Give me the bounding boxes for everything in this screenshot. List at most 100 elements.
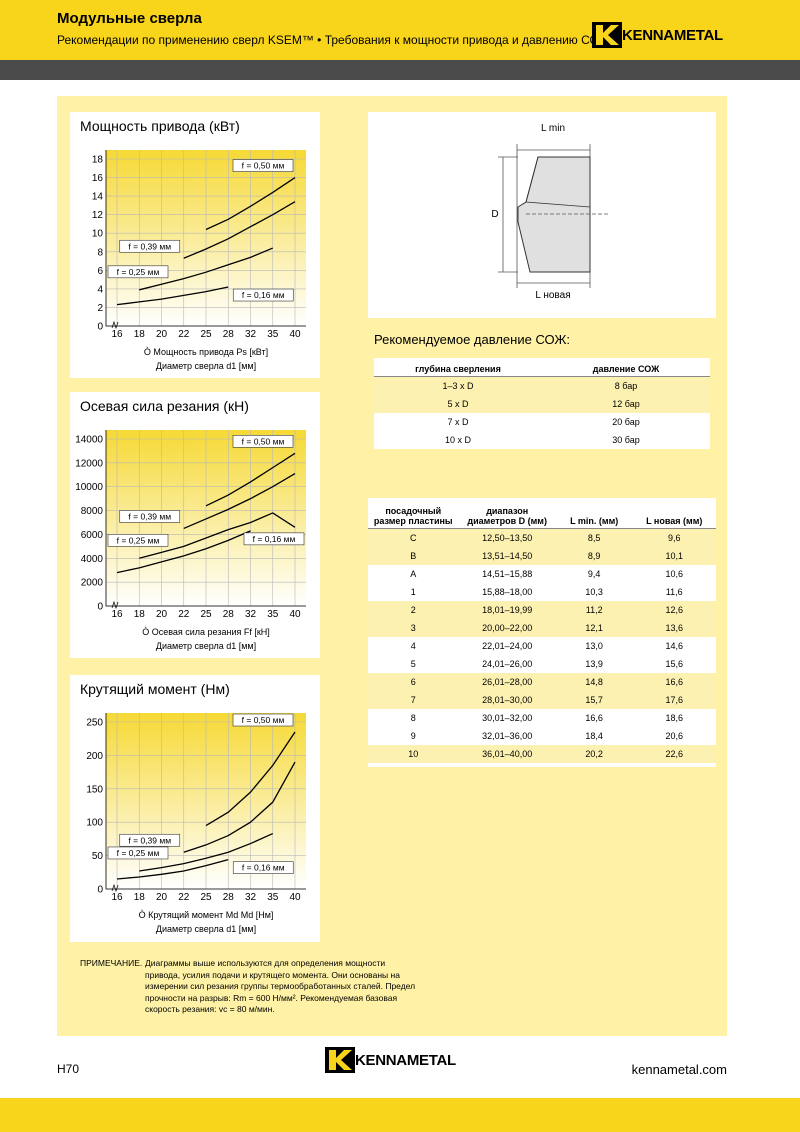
y-tick-label: 14000 <box>75 435 103 446</box>
cell: 32,01–36,00 <box>482 731 533 741</box>
cell: 12,6 <box>632 601 716 619</box>
chart: 16 18 20 22 25 28 32 35 40 0 2 4 6 8 10 12 14 16 18 f = 0,5… <box>92 150 306 371</box>
legend-label: f = 0,50 мм <box>242 436 285 446</box>
y-tick-label: 200 <box>86 751 103 762</box>
legend-box <box>119 833 181 847</box>
header-subtitle: Рекомендации по применению сверл KSEM™ •… <box>57 33 610 47</box>
y-tick-label: 8 <box>97 247 103 258</box>
x-tick-label: 35 <box>267 892 279 903</box>
y-tick-label: 0 <box>97 602 103 613</box>
header-cell: L новая (мм) <box>632 504 716 529</box>
cell: 15,88–18,00 <box>482 587 533 597</box>
x-tick-label: 35 <box>267 609 279 620</box>
cell: 9,6 <box>632 528 716 547</box>
cell: 14,51–15,88 <box>482 569 533 579</box>
chart-box: Осевая сила резания (кН) 16 18 20 22 25 28 32 35… <box>70 392 320 658</box>
series-line <box>116 858 229 880</box>
row: 2 18,01–19,99 11,2 12,6 <box>368 601 716 619</box>
cell: 10 <box>368 745 459 763</box>
legend-box <box>232 435 294 448</box>
header-cell: посадочный размер пластины <box>368 504 459 529</box>
x-tick-label: 25 <box>200 892 212 903</box>
series-line <box>183 201 296 259</box>
dim-label: L новая <box>535 290 570 301</box>
cell: 13,51–14,50 <box>458 547 556 565</box>
legend-box <box>119 510 181 523</box>
legend-label: f = 0,16 мм <box>242 290 285 300</box>
header-cell: L min. (мм) <box>555 504 633 529</box>
row: 8 30,01–32,00 16,6 18,6 <box>368 709 716 727</box>
chart-caption: Ò Мощность привода Ps [кВт] <box>144 347 268 357</box>
y-tick-label: 18 <box>92 155 104 166</box>
legend-entry: f = 0,16 мм <box>232 288 294 302</box>
cell: 8,5 <box>555 528 633 547</box>
cell: 11,6 <box>665 587 683 597</box>
series-line <box>116 286 229 306</box>
x-tick-label: 35 <box>267 329 279 340</box>
y-tick-label: 16 <box>92 173 104 184</box>
y-tick-label: 0 <box>97 322 103 333</box>
legend-label: f = 0,39 мм <box>128 241 171 251</box>
cell: 13,0 <box>585 641 603 651</box>
series-line <box>205 177 296 231</box>
cell: 13,6 <box>632 619 716 637</box>
legend-label: f = 0,50 мм <box>242 161 285 171</box>
series-line <box>139 247 274 291</box>
axis <box>105 150 306 327</box>
row: 5 x D 12 бар <box>374 395 710 413</box>
cell: 4 <box>410 641 416 651</box>
y-tick-label: 12 <box>92 210 104 221</box>
x-tick-label: 18 <box>134 609 146 620</box>
header-row: глубина сверления давление СОЖ <box>374 358 710 377</box>
cell: 1 <box>410 587 416 597</box>
logo-icon <box>325 1047 355 1073</box>
cell: 8 <box>410 713 416 723</box>
cell: 5 <box>410 659 416 669</box>
x-tick-label: 16 <box>111 609 123 620</box>
cell: 17,6 <box>632 691 716 709</box>
cell: 30 бар <box>612 435 640 445</box>
legend-box <box>107 846 169 860</box>
y-tick-label: 10 <box>92 229 104 240</box>
cell: 16,6 <box>585 713 603 723</box>
axis-break <box>111 600 119 610</box>
chart: 16 18 20 22 25 28 32 35 40 0 2000 4000 6000 8000 10000… <box>75 430 306 651</box>
legend-box <box>107 265 169 279</box>
legend-box <box>232 861 294 874</box>
x-tick-label: 25 <box>200 329 212 340</box>
row: 7 x D 20 бар <box>374 413 710 431</box>
legend-box <box>232 159 294 172</box>
cell: 10,1 <box>632 547 716 565</box>
legend-entry: f = 0,16 мм <box>243 532 305 546</box>
cell: 9 <box>410 731 416 741</box>
cell: 3 <box>368 619 459 637</box>
header-cell: давление СОЖ <box>542 358 710 377</box>
footer-url: kennametal.com <box>631 1062 727 1077</box>
cell: 18,4 <box>585 731 603 741</box>
x-tick-label: 32 <box>245 892 257 903</box>
legend-box <box>232 713 294 727</box>
legend-box <box>243 532 305 546</box>
cell: A <box>410 569 417 579</box>
y-tick-label: 100 <box>86 818 103 829</box>
cell: 12,1 <box>555 619 633 637</box>
legend-entry: f = 0,39 мм <box>119 239 181 253</box>
legend-label: f = 0,25 мм <box>117 535 160 545</box>
legend-label: f = 0,16 мм <box>242 863 285 873</box>
x-tick-label: 40 <box>289 892 301 903</box>
x-tick-label: 16 <box>111 892 123 903</box>
y-tick-label: 6000 <box>81 530 104 541</box>
note-label: ПРИМЕЧАНИЕ. <box>80 958 143 968</box>
cell: C <box>368 528 459 547</box>
header-band <box>0 0 800 60</box>
axis-break <box>111 883 119 893</box>
chart-caption: Ò Осевая сила резания Ff [кН] <box>142 627 270 637</box>
legend-box <box>107 533 169 547</box>
cell: 1–3 x D <box>374 376 542 395</box>
header-row: посадочный размер пластины диапазон диаме… <box>368 504 716 529</box>
legend-entry: f = 0,25 мм <box>107 846 169 860</box>
x-tick-label: 28 <box>223 892 235 903</box>
cell: 16,6 <box>632 673 716 691</box>
x-tick-label: 40 <box>289 609 301 620</box>
